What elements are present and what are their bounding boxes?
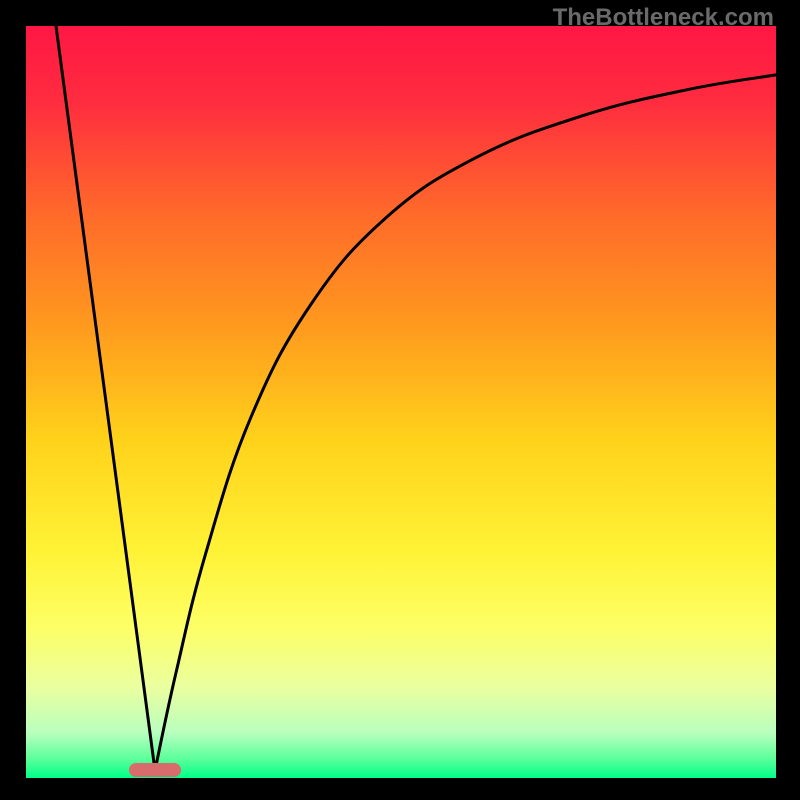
watermark-text: TheBottleneck.com <box>553 4 774 32</box>
plot-area <box>26 26 776 778</box>
bottleneck-curve <box>26 26 776 778</box>
chart-container: TheBottleneck.com <box>0 0 800 800</box>
optimum-marker <box>129 763 181 777</box>
